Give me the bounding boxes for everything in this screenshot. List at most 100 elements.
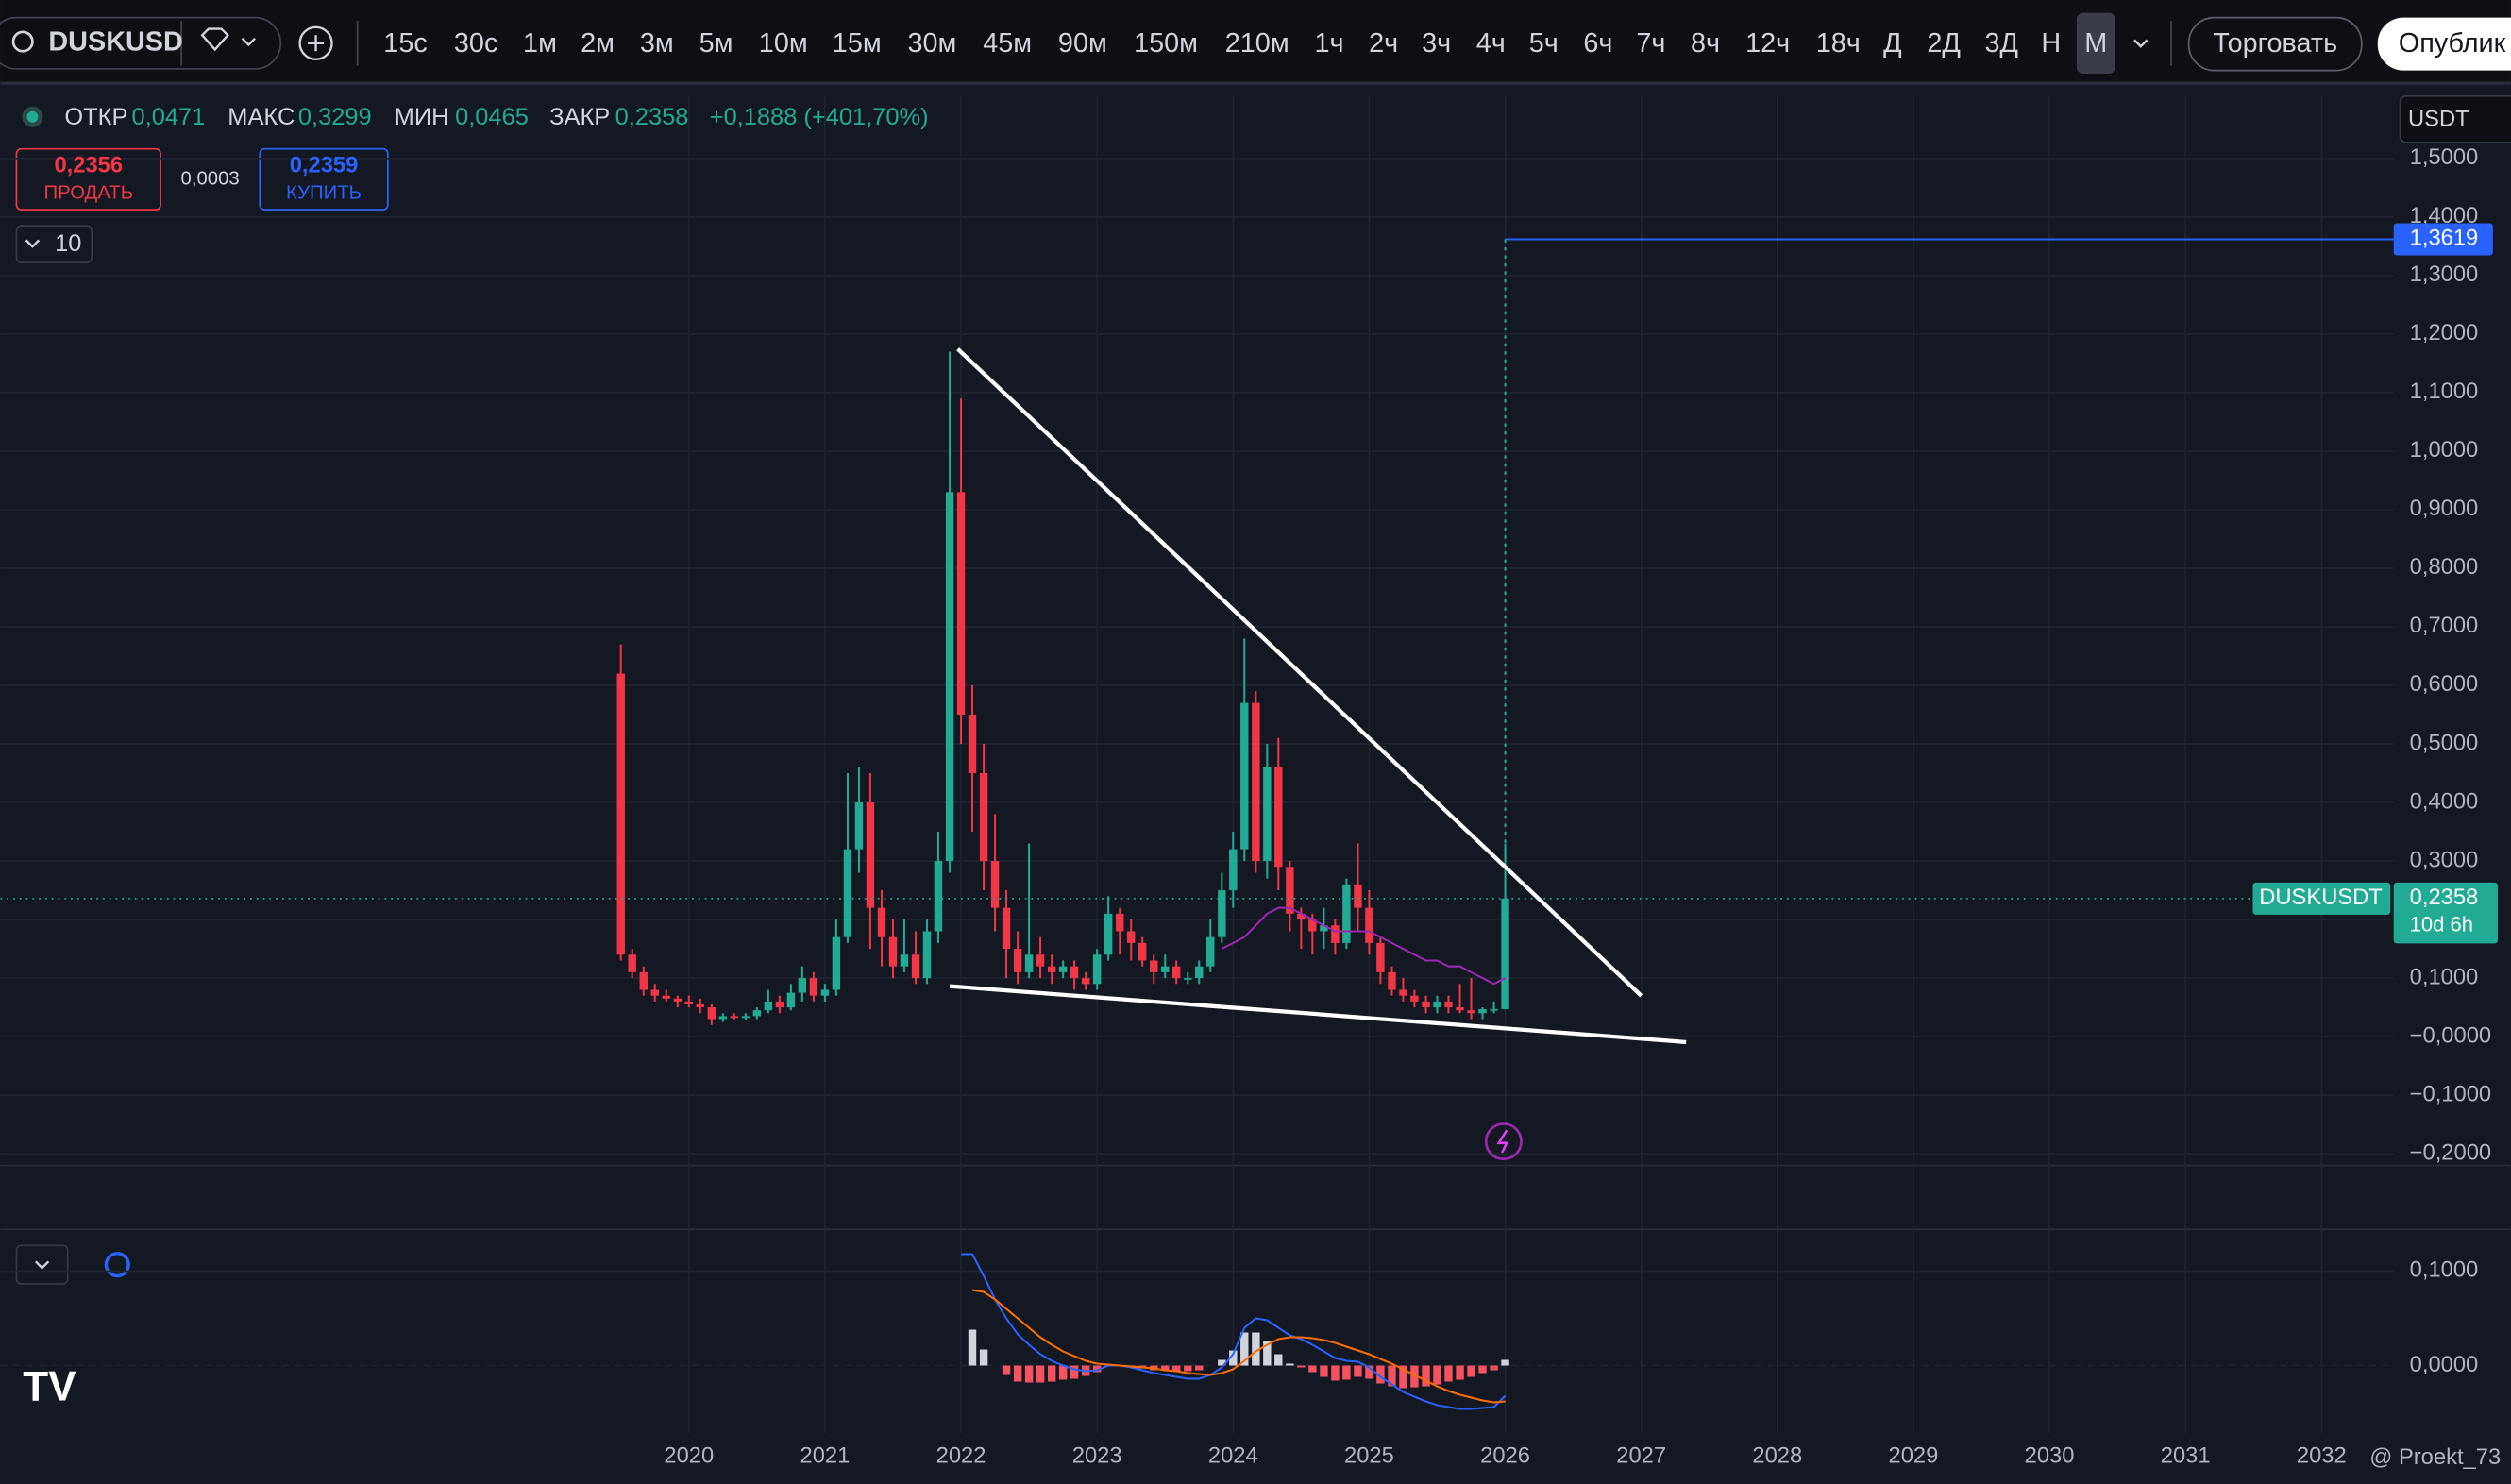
currency-select[interactable] [2399,94,2511,143]
chevron [241,37,256,47]
interval[interactable]: 30м [908,28,957,59]
interval[interactable]: 2Д [1927,28,1961,59]
refresh-icon[interactable] [104,1252,130,1278]
candle-body [922,931,932,979]
y-tick-label: 0,7000 [2410,614,2479,638]
search-icon [11,30,34,53]
interval[interactable]: 3ч [1422,28,1451,59]
sell-button[interactable] [15,147,161,211]
interval[interactable]: 90м [1058,28,1107,59]
histogram-bar [1501,1359,1509,1366]
candle-body [1013,949,1022,972]
interval[interactable]: 3м [640,28,674,59]
y-tick-label: 0,3000 [2410,848,2479,872]
event-marker[interactable] [1484,1122,1523,1161]
publish-button[interactable] [2377,17,2511,71]
x-tick-label: 2032 [2297,1443,2347,1468]
candle-body [1342,884,1351,943]
y-tick-label: −0,0000 [2410,1023,2491,1048]
candle-body [1150,960,1158,972]
interval[interactable]: 150м [1134,28,1198,59]
candle-body [1184,978,1192,980]
countdown: 10d 6h [2410,913,2473,936]
candle-body [1206,936,1215,967]
candle-body [1376,942,1385,972]
histogram-bar [1013,1365,1022,1382]
histogram-bar [1467,1365,1475,1377]
candle-body [809,978,818,996]
buy-button[interactable] [259,147,389,211]
candle-body [1240,702,1249,850]
candle-body [752,1010,762,1017]
interval[interactable]: 1ч [1314,28,1343,59]
interval[interactable]: 15с [383,28,427,59]
candle-body [1138,942,1147,961]
y-tick-label: 0,8000 [2410,555,2479,580]
interval-menu[interactable] [2133,39,2149,48]
target-label-bg [2393,223,2493,256]
interval[interactable]: 5ч [1529,28,1559,59]
histogram-bar [1433,1365,1441,1385]
interval[interactable]: 8ч [1691,28,1720,59]
histogram-bar [1422,1365,1430,1387]
trend-line [956,347,1643,998]
legend-change: +0,1888 (+401,70%) [710,104,929,130]
interval[interactable]: 45м [983,28,1032,59]
candle-body [832,936,841,990]
legend-high-label: МАКС [228,104,295,130]
histogram-bar [1171,1365,1181,1372]
add-symbol[interactable] [298,25,333,60]
interval[interactable]: 4ч [1476,28,1506,59]
histogram-bar [1320,1365,1328,1377]
candle-body [696,1003,704,1008]
x-tick-label: 2029 [1889,1443,1939,1468]
candle-body [1410,995,1419,1002]
histogram-bar [1444,1365,1453,1382]
interval[interactable]: 18ч [1816,28,1861,59]
candle-body [1047,966,1056,972]
interval[interactable]: Н [2041,28,2061,59]
interval[interactable]: 15м [833,28,882,59]
interval[interactable]: 10м [759,28,808,59]
candle-body [1399,989,1407,996]
buy-label: КУПИТЬ [286,183,362,204]
histogram-bar [1092,1365,1102,1373]
symbol-search[interactable] [0,16,282,70]
candle-body [1036,954,1045,967]
y-tick-label: 1,1000 [2410,379,2479,404]
legend-close: 0,2358 [615,104,689,130]
pane-collapse[interactable] [15,1244,69,1285]
logo: TV [23,1364,76,1410]
interval[interactable]: 5м [699,28,733,59]
indicators-toggle[interactable] [15,225,93,263]
interval[interactable]: 1м [523,28,557,59]
interval[interactable]: 2м [581,28,615,59]
interval[interactable]: 7ч [1636,28,1665,59]
candle-body [786,992,796,1008]
interval[interactable]: 30с [454,28,497,59]
candle-body [1320,925,1328,932]
histogram-bar [1365,1365,1373,1379]
interval[interactable]: 6ч [1583,28,1612,59]
candle-body [866,802,875,908]
interval[interactable]: 210м [1225,28,1289,59]
symbol-label: DUSKUSDT [2259,885,2383,910]
candle-body [1161,966,1170,972]
candle-body [730,1016,738,1019]
y-tick-label: 0,1000 [2410,965,2479,989]
interval[interactable]: 3Д [1984,28,2018,59]
x-tick-label: 2022 [936,1443,986,1468]
interval[interactable]: Д [1883,28,1902,59]
interval[interactable]: М [2084,28,2107,59]
diamond-icon[interactable] [200,27,229,52]
x-tick-label: 2026 [1480,1443,1530,1468]
interval[interactable]: 12ч [1745,28,1790,59]
candle-body [888,936,898,967]
x-tick-label: 2030 [2025,1443,2075,1468]
histogram-bar [1161,1365,1170,1371]
trade-label: Торговать [2213,28,2337,59]
legend-open-label: ОТКР [64,104,127,130]
trade-button[interactable] [2187,16,2363,72]
interval[interactable]: 2ч [1369,28,1398,59]
candle-body [1354,884,1362,908]
